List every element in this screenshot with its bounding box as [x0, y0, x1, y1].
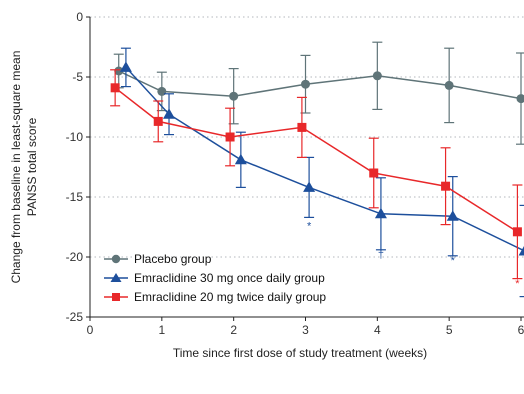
x-axis-ticks: 0 1 2 3 4 5 6: [87, 317, 524, 337]
data-point: [153, 116, 163, 126]
data-point: [372, 71, 382, 81]
data-point: [301, 79, 310, 89]
data-point: [114, 66, 124, 76]
data-point: [297, 122, 307, 132]
legend-item-placebo: Placebo group: [104, 252, 212, 266]
legend-item-emraclidine-30: Emraclidine 30 mg once daily group: [104, 271, 325, 285]
series-line: [118, 70, 522, 100]
data-point: [518, 246, 524, 256]
data-point: [369, 168, 379, 178]
series-triangle: [119, 47, 524, 298]
series-circle: [113, 41, 524, 145]
y-tick-label: -20: [66, 250, 84, 264]
data-point: [119, 61, 132, 72]
series-square: [110, 69, 523, 280]
legend-marker-circle: [111, 254, 121, 264]
legend-marker-square: [112, 293, 120, 301]
data-point: [374, 207, 387, 219]
legend: Placebo group Emraclidine 30 mg once dai…: [104, 252, 326, 304]
significance-annotations: * † * *: [307, 220, 520, 290]
x-tick-label: 6: [518, 323, 524, 337]
data-point: [516, 94, 524, 104]
y-tick-label: -10: [66, 130, 84, 144]
significance-marker: †: [378, 249, 384, 261]
data-point: [234, 153, 247, 165]
y-axis-ticks: 0 -5 -10 -15 -20 -25: [66, 10, 90, 324]
data-point: [441, 181, 451, 191]
data-point: [512, 227, 522, 237]
legend-label-emraclidine-30: Emraclidine 30 mg once daily group: [134, 271, 325, 285]
significance-marker: *: [307, 220, 312, 232]
x-tick-label: 4: [374, 323, 381, 337]
x-tick-label: 0: [87, 323, 94, 337]
x-tick-label: 1: [158, 323, 165, 337]
data-point: [157, 86, 167, 96]
series-layer: [110, 41, 524, 298]
y-axis-label-line2: PANSS total score: [25, 117, 39, 216]
data-point: [444, 80, 454, 90]
data-point: [225, 132, 235, 142]
data-point: [446, 210, 459, 221]
legend-label-placebo: Placebo group: [134, 252, 212, 266]
x-tick-label: 2: [230, 323, 237, 337]
data-point: [110, 83, 120, 93]
data-point: [303, 181, 316, 192]
x-axis-label: Time since first dose of study treatment…: [173, 346, 427, 360]
y-tick-label: 0: [76, 10, 83, 24]
significance-marker: *: [515, 278, 520, 290]
data-point: [229, 91, 239, 101]
x-tick-label: 3: [302, 323, 309, 337]
y-tick-label: -5: [72, 70, 83, 84]
legend-label-emraclidine-20: Emraclidine 20 mg twice daily group: [134, 290, 326, 304]
x-tick-label: 5: [446, 323, 453, 337]
data-point: [163, 108, 176, 119]
y-tick-label: -15: [66, 190, 84, 204]
legend-item-emraclidine-20: Emraclidine 20 mg twice daily group: [104, 290, 326, 304]
significance-marker: *: [451, 255, 456, 267]
y-axis-label-line1: Change from baseline in least-square mea…: [9, 51, 23, 284]
series-line: [125, 66, 524, 252]
legend-marker-triangle: [110, 273, 122, 282]
series-line: [114, 87, 518, 233]
y-tick-label: -25: [66, 310, 84, 324]
